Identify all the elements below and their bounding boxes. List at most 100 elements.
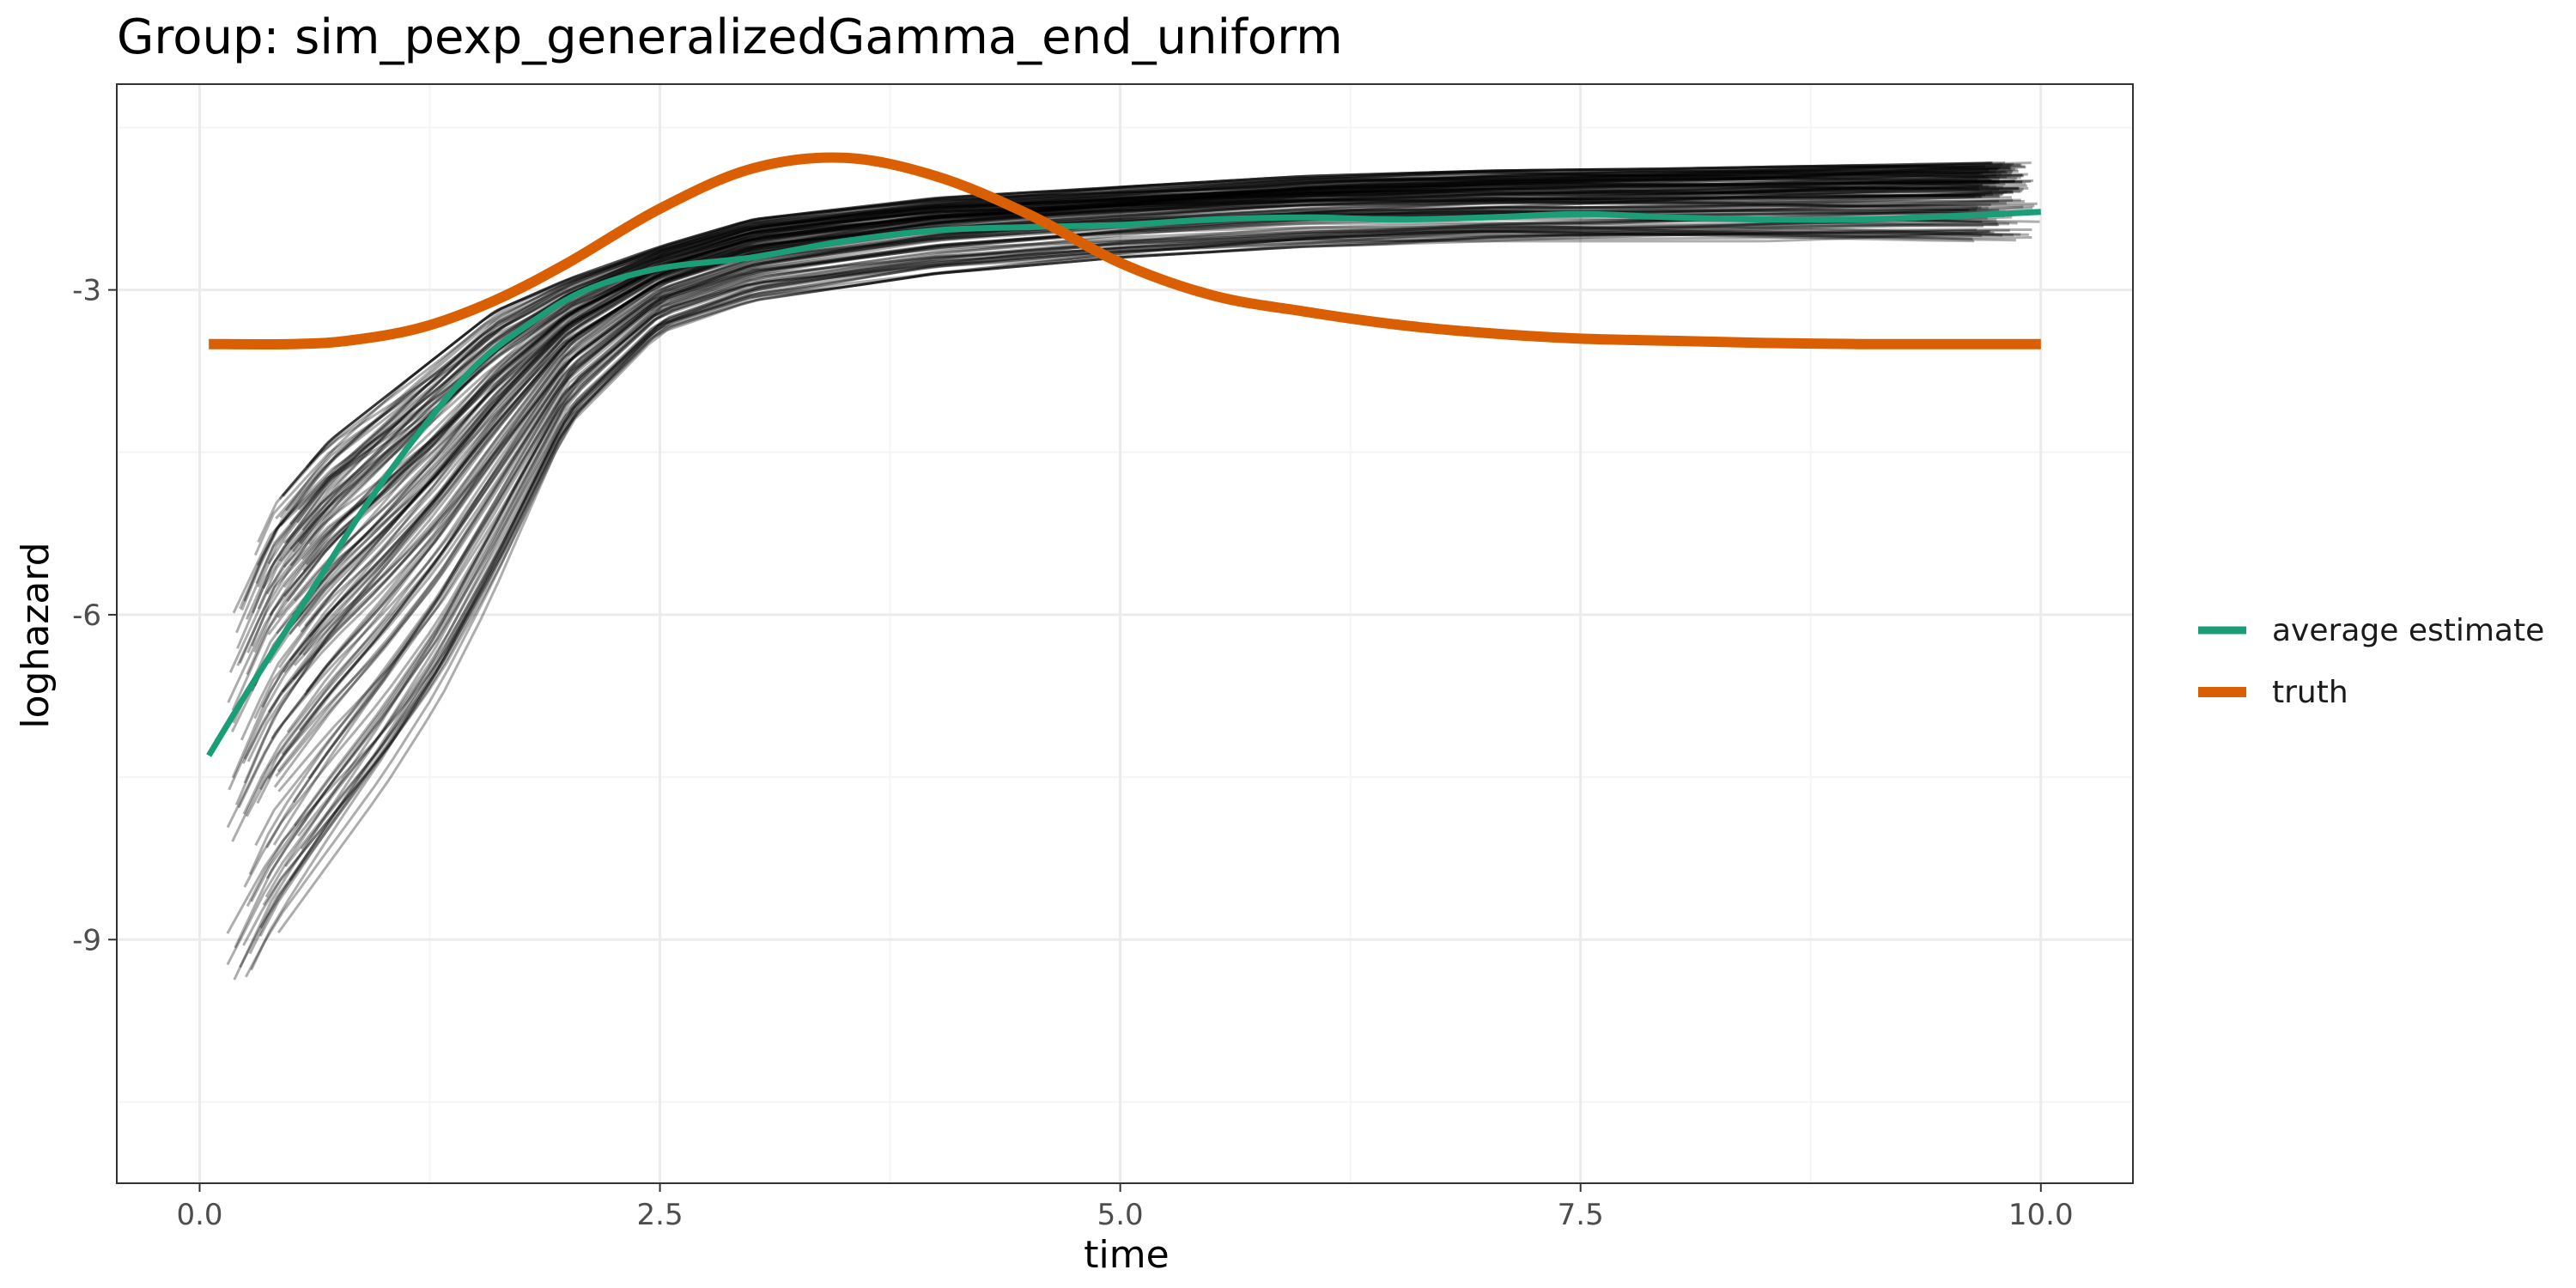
simulation-run-line bbox=[265, 223, 1998, 879]
simulation-run-line bbox=[237, 200, 2025, 809]
simulation-run-line bbox=[279, 161, 1993, 519]
simulation-run-line bbox=[298, 196, 2013, 656]
simulation-run-line bbox=[267, 186, 2000, 635]
simulation-run-line bbox=[268, 187, 2019, 664]
x-axis: 0.0 2.5 5.0 7.5 10.0 bbox=[176, 1183, 2074, 1232]
simulation-run-line bbox=[226, 228, 2032, 966]
simulation-run-line bbox=[281, 191, 2014, 693]
simulation-run-line bbox=[228, 179, 2034, 791]
simulation-run-line bbox=[301, 167, 2015, 532]
simulation-run-line bbox=[295, 166, 2010, 524]
simulation-run-line bbox=[248, 223, 2000, 955]
simulation-run-line bbox=[275, 165, 2026, 519]
simulation-run-line bbox=[243, 169, 2013, 602]
simulation-run-line bbox=[292, 201, 1969, 681]
simulation-run-line bbox=[283, 179, 1997, 598]
simulation-run-line bbox=[246, 202, 2035, 762]
simulation-run-line bbox=[282, 162, 2014, 497]
legend-label-average-estimate: average estimate bbox=[2272, 613, 2544, 648]
simulation-run-line bbox=[262, 229, 1995, 906]
simulation-run-line bbox=[283, 197, 1978, 674]
simulation-run-line bbox=[281, 167, 2014, 497]
simulation-run-line bbox=[256, 171, 1989, 567]
simulation-run-line bbox=[286, 177, 2000, 603]
simulation-run-line bbox=[236, 161, 2006, 649]
legend-label-truth: truth bbox=[2272, 675, 2348, 710]
simulation-run-line bbox=[231, 170, 2019, 711]
simulation-run-line bbox=[289, 175, 1985, 567]
simulation-run-line bbox=[284, 230, 2016, 868]
simulation-run-line bbox=[305, 164, 2001, 469]
simulation-run-line bbox=[283, 179, 2015, 588]
simulation-run-line bbox=[239, 230, 1990, 969]
simulation-run-line bbox=[279, 164, 2012, 527]
simulation-run-line bbox=[241, 191, 1993, 764]
simulation-run-line bbox=[275, 206, 1989, 777]
series-line-average-estimate bbox=[206, 209, 2041, 757]
x-tick-label: 2.5 bbox=[637, 1198, 683, 1232]
simulation-run-line bbox=[300, 228, 1978, 850]
simulation-run-line bbox=[300, 191, 2014, 633]
simulation-run-line bbox=[253, 180, 2023, 653]
simulation-run-line bbox=[289, 163, 2003, 550]
simulation-run-line bbox=[260, 193, 1994, 708]
series-line-truth bbox=[209, 152, 2041, 349]
simulation-run-line bbox=[227, 181, 1996, 703]
simulation-run-line bbox=[242, 209, 2012, 815]
simulation-run-line bbox=[273, 210, 2006, 788]
simulation-run-line bbox=[253, 173, 2023, 687]
simulation-run-line bbox=[298, 210, 2013, 732]
simulation-run-line bbox=[281, 198, 2014, 756]
simulation-runs bbox=[226, 161, 2040, 981]
grid-minor bbox=[117, 84, 2133, 1183]
simulation-run-line bbox=[291, 183, 2006, 617]
simulation-run-line bbox=[299, 161, 2032, 545]
simulation-run-line bbox=[302, 185, 1979, 656]
simulation-run-line bbox=[297, 179, 1993, 628]
simulation-run-line bbox=[305, 184, 2020, 566]
simulation-run-line bbox=[286, 195, 2001, 733]
simulation-run-line bbox=[289, 193, 2002, 662]
simulation-run-line bbox=[240, 178, 1991, 741]
x-tick-label: 10.0 bbox=[2008, 1198, 2074, 1232]
simulation-run-line bbox=[293, 176, 2008, 602]
simulation-run-line bbox=[250, 220, 1983, 902]
simulation-run-line bbox=[295, 173, 2028, 610]
x-axis-title: time bbox=[1084, 1233, 1169, 1277]
simulation-run-line bbox=[245, 206, 2033, 817]
simulation-run-line bbox=[257, 165, 1990, 544]
simulation-run-line bbox=[292, 174, 2025, 553]
simulation-run-line bbox=[264, 213, 2016, 898]
simulation-run-line bbox=[293, 191, 2008, 666]
simulation-run-line bbox=[262, 178, 2032, 589]
simulation-run-line bbox=[283, 174, 1997, 544]
simulation-run-line bbox=[269, 180, 1983, 617]
simulation-run-line bbox=[246, 179, 2016, 653]
y-tick-label: -3 bbox=[72, 274, 101, 308]
simulation-run-line bbox=[232, 186, 2020, 724]
y-axis-title: loghazard bbox=[14, 542, 58, 728]
simulation-run-line bbox=[289, 230, 2021, 882]
y-tick-label: -9 bbox=[72, 923, 101, 957]
simulation-run-line bbox=[230, 181, 2000, 732]
simulation-run-line bbox=[293, 215, 1989, 827]
simulation-run-line bbox=[276, 211, 1991, 773]
simulation-run-line bbox=[253, 192, 2004, 720]
simulation-run-line bbox=[245, 234, 2014, 978]
simulation-run-line bbox=[258, 204, 1991, 791]
chart-title: Group: sim_pexp_generalizedGamma_end_uni… bbox=[117, 9, 1343, 65]
simulation-run-line bbox=[283, 179, 1996, 568]
simulation-run-line bbox=[276, 184, 2027, 619]
simulation-run-line bbox=[267, 168, 2018, 565]
simulation-run-line bbox=[267, 208, 2000, 780]
simulation-run-line bbox=[232, 170, 1984, 614]
series-lines bbox=[206, 152, 2041, 757]
panel-border bbox=[116, 83, 2134, 1184]
legend: average estimate truth bbox=[2198, 613, 2544, 710]
simulation-run-line bbox=[243, 216, 2013, 888]
simulation-run-line bbox=[304, 188, 1999, 627]
y-tick-label: -6 bbox=[72, 598, 101, 633]
simulation-run-line bbox=[277, 186, 2029, 669]
simulation-run-line bbox=[246, 180, 2015, 676]
simulation-run-line bbox=[228, 180, 1980, 673]
